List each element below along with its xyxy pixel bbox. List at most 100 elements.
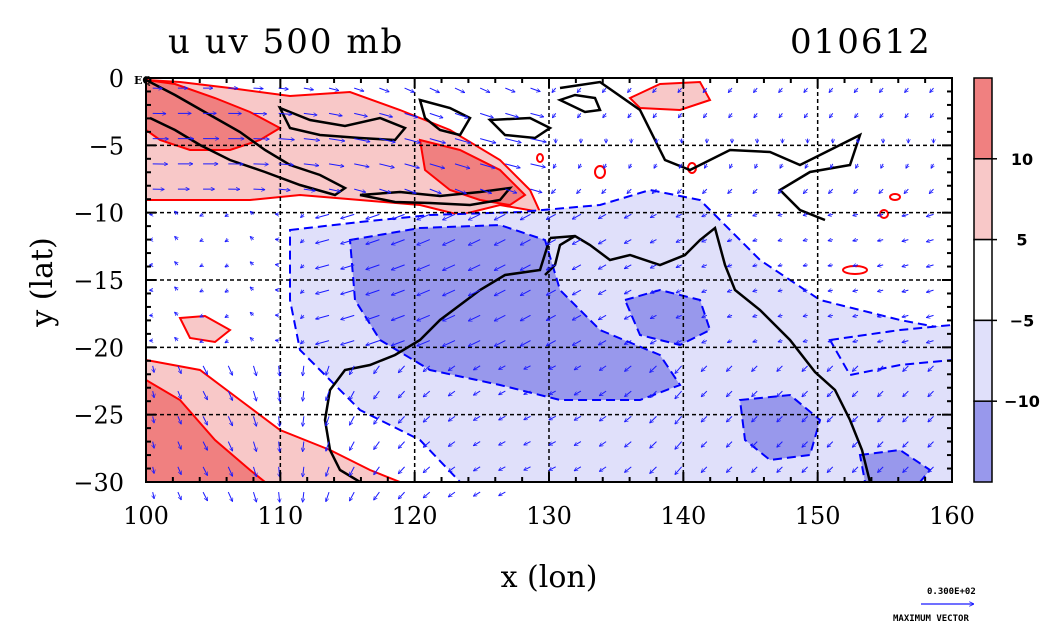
wind-vector xyxy=(852,365,859,372)
wind-vector xyxy=(753,240,758,242)
wind-vector xyxy=(200,290,203,293)
wind-vector xyxy=(802,390,808,397)
wind-vector xyxy=(701,365,708,372)
wind-vector xyxy=(804,87,808,93)
wind-vector xyxy=(602,87,607,93)
wind-vector xyxy=(494,289,506,297)
wind-vector xyxy=(572,264,582,271)
wind-vector xyxy=(803,341,808,342)
wind-vector xyxy=(442,264,456,271)
wind-vector xyxy=(702,265,708,267)
wind-vector xyxy=(754,163,758,169)
wind-vector xyxy=(520,289,531,297)
y-tick-label: −5 xyxy=(89,132,124,160)
wind-vector xyxy=(728,188,733,194)
wind-vector xyxy=(391,314,405,320)
wind-vector xyxy=(340,213,355,218)
wind-vector xyxy=(676,240,682,243)
wind-vector xyxy=(326,466,330,477)
wind-vector xyxy=(423,390,431,397)
wind-vector xyxy=(328,163,344,167)
wind-vector xyxy=(751,415,758,422)
y-tick-labels: 0 −5 −10 −15 −20 −25 −30 xyxy=(73,65,124,497)
wind-vector xyxy=(751,441,758,448)
wind-vector xyxy=(153,441,154,449)
wind-vector xyxy=(328,87,339,91)
wind-vector xyxy=(494,264,506,271)
wind-vector xyxy=(326,491,330,502)
wind-vector xyxy=(628,113,631,118)
wind-vector xyxy=(423,365,431,372)
wind-vector xyxy=(702,240,708,242)
wind-vector xyxy=(727,290,733,292)
wind-vector xyxy=(902,214,909,216)
wind-vector xyxy=(624,239,632,244)
wind-vector xyxy=(726,415,733,422)
wind-vector xyxy=(227,365,232,376)
wind-vector xyxy=(702,341,708,343)
wind-vector xyxy=(494,314,506,322)
wind-vector xyxy=(300,214,303,217)
wind-vector xyxy=(202,491,209,501)
wind-vector xyxy=(928,466,934,473)
wind-vector xyxy=(675,390,683,399)
wind-vector xyxy=(624,466,632,473)
wind-vector xyxy=(530,188,543,193)
wind-vector xyxy=(753,341,758,343)
wind-vector xyxy=(279,441,280,452)
wind-vector xyxy=(480,138,496,143)
wind-vector xyxy=(494,213,506,221)
wind-vector xyxy=(200,240,203,242)
wind-vector xyxy=(177,390,181,399)
wind-vector xyxy=(520,213,531,221)
wind-vector xyxy=(326,365,330,376)
wind-vector xyxy=(279,391,280,401)
wind-vector xyxy=(751,466,758,473)
wind-vector xyxy=(279,416,280,426)
y-tick-label: −15 xyxy=(73,267,124,295)
wind-vector xyxy=(753,265,758,267)
wind-vector xyxy=(599,365,607,371)
wind-vector xyxy=(530,112,544,117)
wind-vector xyxy=(676,341,682,344)
negative-region-core xyxy=(348,223,682,401)
x-tick-label: 160 xyxy=(929,502,975,530)
wind-vector xyxy=(777,390,783,397)
wind-vector xyxy=(326,390,330,401)
wind-vector xyxy=(227,491,232,502)
wind-vector xyxy=(827,466,834,473)
x-axis-title: x (lon) xyxy=(501,560,598,595)
wind-vector xyxy=(627,87,632,93)
wind-vector xyxy=(779,113,782,118)
wind-vector xyxy=(153,491,154,499)
wind-vector xyxy=(546,289,556,296)
wind-vector xyxy=(326,416,330,426)
wind-vector xyxy=(852,415,859,422)
wind-vector xyxy=(473,466,481,472)
wind-vector xyxy=(524,441,531,446)
wind-vector xyxy=(202,416,209,425)
wind-vector xyxy=(468,264,481,272)
wind-vector xyxy=(653,163,657,169)
wind-vector xyxy=(880,113,883,118)
wind-vector xyxy=(366,213,380,219)
wind-vector xyxy=(650,340,657,345)
wind-vectors xyxy=(149,88,933,502)
wind-vector xyxy=(599,466,607,472)
wind-vector xyxy=(703,113,706,118)
wind-vector xyxy=(374,416,380,424)
wind-vector xyxy=(802,415,808,422)
wind-vector xyxy=(827,390,834,397)
wind-vector xyxy=(279,492,280,502)
wind-vector xyxy=(315,239,330,244)
wind-vector xyxy=(468,239,481,246)
wind-vector xyxy=(650,415,657,423)
wind-vector xyxy=(676,265,682,269)
wind-vector xyxy=(753,188,758,194)
wind-vector xyxy=(225,240,228,243)
wind-vector xyxy=(227,390,232,401)
shaded-field xyxy=(146,78,952,482)
wind-vector xyxy=(354,112,367,116)
wind-vector xyxy=(354,163,369,167)
